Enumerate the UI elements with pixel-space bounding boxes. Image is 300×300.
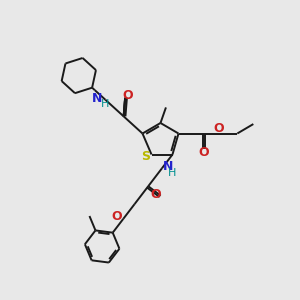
Text: S: S xyxy=(142,149,151,163)
Text: O: O xyxy=(213,122,224,135)
Text: O: O xyxy=(199,146,209,159)
Text: N: N xyxy=(163,160,174,173)
Text: H: H xyxy=(168,168,176,178)
Text: O: O xyxy=(111,210,122,223)
Text: O: O xyxy=(150,188,160,201)
Text: O: O xyxy=(123,89,134,102)
Text: H: H xyxy=(100,99,109,109)
Text: N: N xyxy=(92,92,102,105)
